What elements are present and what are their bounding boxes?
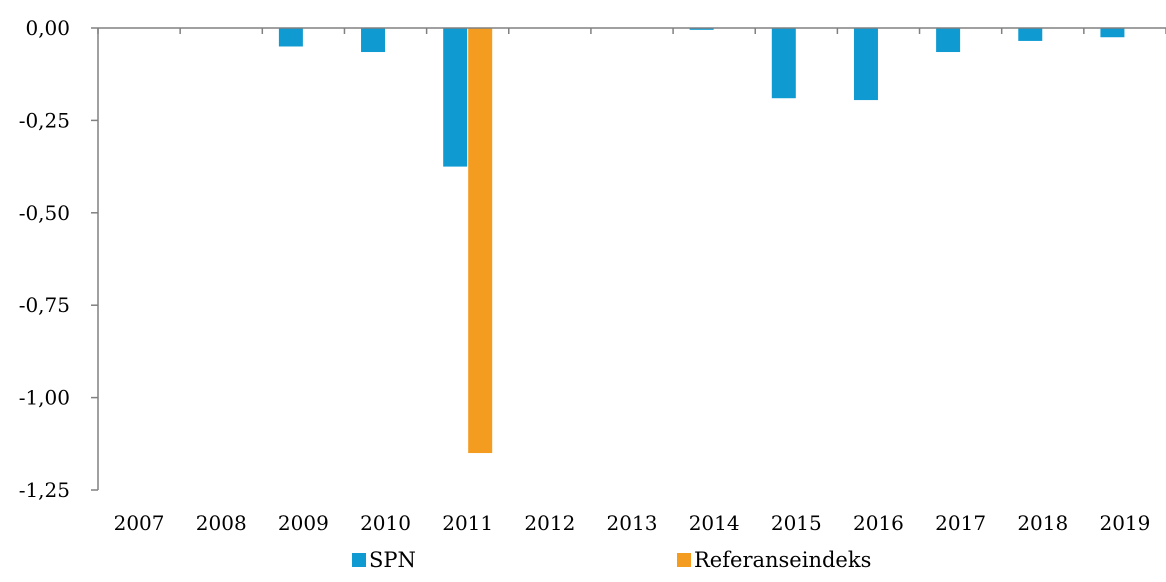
x-tick-label-2016: 2016 — [853, 511, 904, 535]
bar-chart: 0,00-0,25-0,50-0,75-1,00-1,25 2007 2008 20… — [19, 16, 1166, 535]
bar-spn-2019 — [1100, 28, 1125, 38]
y-tick-label: 0,00 — [25, 16, 70, 40]
legend: SPN Referanseindeks — [0, 548, 1166, 582]
legend-item-referanseindeks: Referanseindeks — [677, 548, 871, 572]
bar-spn-2016 — [853, 28, 878, 101]
y-tick-label: -0,75 — [19, 293, 70, 317]
x-tick-label-2014: 2014 — [689, 511, 740, 535]
bar-spn-2017 — [936, 28, 961, 53]
bar-spn-2009 — [278, 28, 303, 47]
x-tick-label-2017: 2017 — [935, 511, 986, 535]
x-tick-label-2015: 2015 — [771, 511, 822, 535]
legend-swatch-spn — [352, 553, 366, 567]
y-tick-label: -0,50 — [19, 201, 70, 225]
x-tick-label-2012: 2012 — [524, 511, 575, 535]
y-tick-label: -1,00 — [19, 386, 70, 410]
bar-spn-2014 — [689, 28, 714, 30]
axes-layer — [91, 27, 1166, 491]
y-axis-tick-labels: 0,00 -0,25 -0,50 -0,75 -1,00 -1,25 — [19, 16, 70, 502]
bar-referanseindeks-2011 — [468, 28, 493, 454]
x-tick-label-2018: 2018 — [1017, 511, 1068, 535]
bars-layer — [278, 28, 1125, 454]
y-tick-label: -0,25 — [19, 108, 70, 132]
x-tick-label-2011: 2011 — [442, 511, 493, 535]
bar-spn-2011 — [443, 28, 468, 167]
legend-swatch-referanseindeks — [677, 553, 691, 567]
legend-item-spn: SPN — [352, 548, 416, 572]
legend-label-referanseindeks: Referanseindeks — [694, 548, 872, 572]
x-tick-label-2009: 2009 — [278, 511, 329, 535]
x-tick-label-2008: 2008 — [196, 511, 247, 535]
x-tick-label-2007: 2007 — [114, 511, 165, 535]
bar-spn-2018 — [1018, 28, 1043, 41]
legend-label-spn: SPN — [369, 548, 416, 572]
y-tick-label: -1,25 — [19, 478, 70, 502]
x-tick-label-2013: 2013 — [607, 511, 658, 535]
x-axis-tick-labels: 2007 2008 2009 2010 2011 2012 2013 2014 2015 2016… — [114, 511, 1151, 535]
x-tick-label-2019: 2019 — [1099, 511, 1150, 535]
bar-spn-2015 — [771, 28, 796, 99]
bar-spn-2010 — [361, 28, 386, 53]
x-tick-label-2010: 2010 — [360, 511, 411, 535]
